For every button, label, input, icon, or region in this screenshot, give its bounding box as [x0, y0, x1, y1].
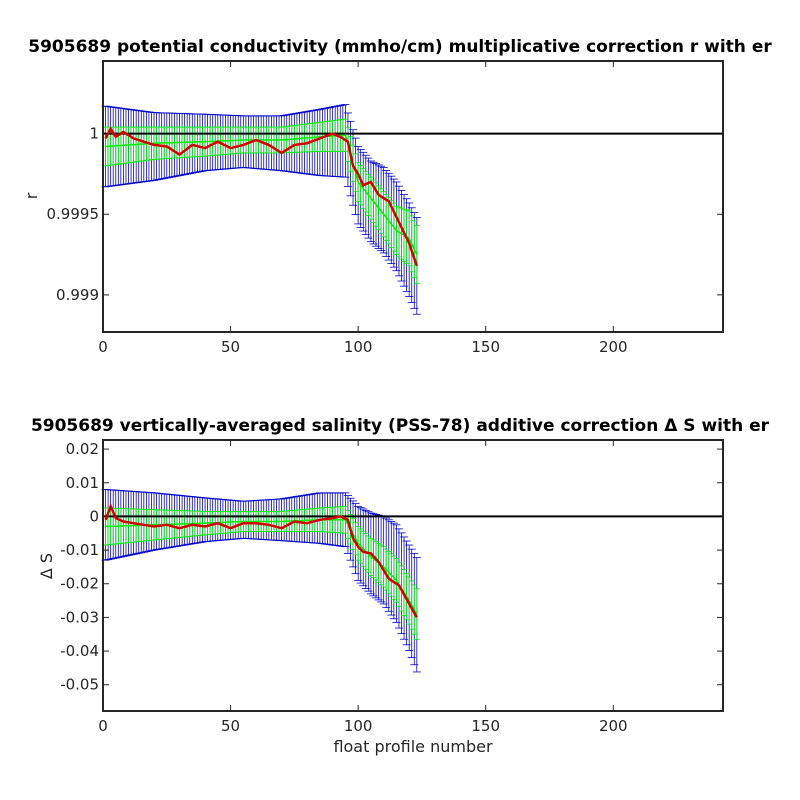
chart-2-y-ticks: 0.02 0.01 0 -0.01 -0.02 -0.03 -0.04 -0.05: [60, 440, 723, 694]
chart-panel-2: 5905689 vertically-averaged salinity (PS…: [31, 416, 770, 756]
y-tick-label: -0.02: [60, 575, 99, 593]
y-tick-label: 0.01: [66, 474, 99, 492]
chart-1-y-axis-label: r: [22, 192, 41, 199]
x-tick-label: 0: [98, 717, 108, 735]
x-tick-label: 200: [599, 338, 628, 356]
y-tick-label: 0: [89, 507, 99, 525]
chart-1-y-ticks: 0.999 0.9995 1: [47, 125, 723, 304]
x-tick-label: 200: [599, 717, 628, 735]
y-tick-label: -0.04: [60, 642, 99, 660]
mean-correction-line: [104, 126, 418, 267]
error-narrow-center-line: [105, 134, 418, 255]
x-tick-label: 150: [471, 338, 500, 356]
y-tick-label: -0.01: [60, 541, 99, 559]
chart-2-title: 5905689 vertically-averaged salinity (PS…: [31, 416, 770, 436]
chart-2-plot-area: [101, 489, 723, 673]
chart-2-y-axis-label: Δ S: [37, 553, 56, 579]
x-tick-label: 150: [471, 717, 500, 735]
chart-2-x-axis-label: float profile number: [333, 737, 493, 756]
x-tick-label: 100: [344, 338, 373, 356]
x-tick-label: 50: [221, 717, 240, 735]
chart-2-axes-box: [102, 439, 724, 712]
chart-1-plot-area: [101, 104, 723, 315]
error-narrow-center-line: [105, 519, 418, 615]
mean-correction-line: [104, 502, 418, 619]
x-tick-label: 50: [221, 338, 240, 356]
x-tick-label: 0: [98, 338, 108, 356]
y-tick-label: 1: [89, 125, 99, 143]
y-tick-label: 0.02: [66, 440, 99, 458]
y-tick-label: 0.9995: [47, 205, 100, 223]
chart-1-title: 5905689 potential conductivity (mmho/cm)…: [28, 37, 772, 57]
chart-2-x-ticks: 0 50 100 150 200: [98, 440, 628, 735]
chart-1-axes-box: [102, 60, 724, 333]
x-tick-label: 100: [344, 717, 373, 735]
y-tick-label: -0.03: [60, 608, 99, 626]
chart-panel-1: 5905689 potential conductivity (mmho/cm)…: [22, 37, 772, 356]
y-tick-label: 0.999: [56, 286, 99, 304]
y-tick-label: -0.05: [60, 676, 99, 694]
